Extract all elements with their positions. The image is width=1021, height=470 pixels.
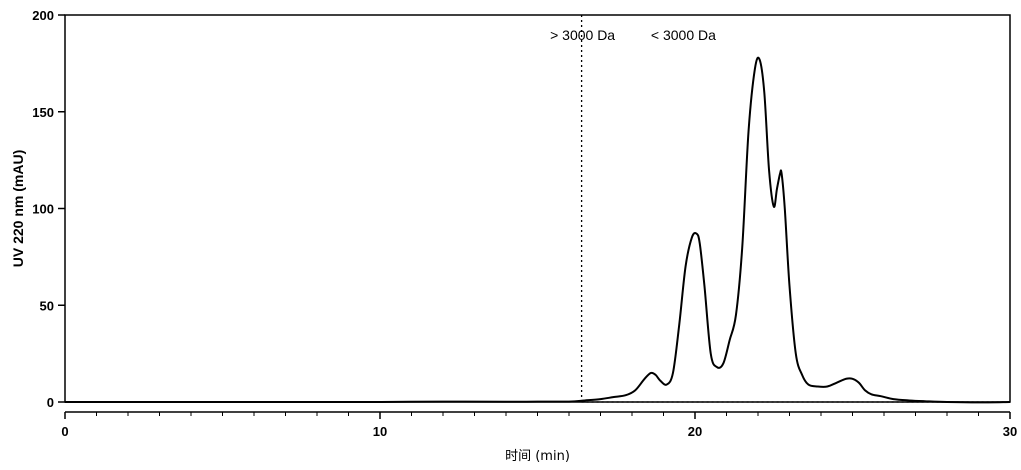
y-tick-label: 150 xyxy=(32,105,54,120)
series-line-0 xyxy=(65,56,1011,404)
region-label-1: < 3000 Da xyxy=(651,27,716,43)
y-tick-label: 50 xyxy=(40,298,54,313)
x-tick-label: 20 xyxy=(688,424,702,439)
text-layer: > 3000 Da < 3000 Da 时间 (min) UV 220 nm (mAU… xyxy=(10,27,716,464)
y-tick-label: 200 xyxy=(32,8,54,23)
y-axis-title: UV 220 nm (mAU) xyxy=(10,150,26,267)
y-tick-label: 100 xyxy=(32,202,54,217)
series-layer xyxy=(65,56,1011,404)
plot-frame xyxy=(64,14,1011,403)
axes: 0 10 20 30 0 50 100 150 200 xyxy=(32,8,1017,439)
x-axis-title: 时间 (min) xyxy=(505,449,570,464)
x-tick-label: 30 xyxy=(1003,424,1017,439)
x-tick-label: 10 xyxy=(373,424,387,439)
x-tick-label: 0 xyxy=(61,424,68,439)
y-tick-label: 0 xyxy=(47,395,54,410)
reference-lines xyxy=(580,15,1010,403)
region-label-0: > 3000 Da xyxy=(550,27,615,43)
